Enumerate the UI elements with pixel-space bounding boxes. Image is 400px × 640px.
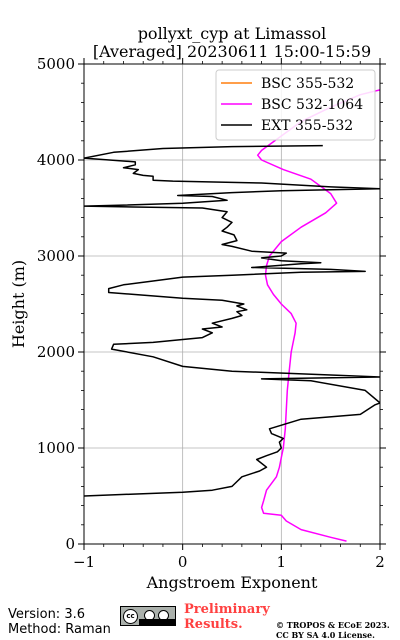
legend-label-ext-355-532: EXT 355-532 xyxy=(261,118,353,134)
license-credit: © TROPOS & ECoE 2023. CC BY SA 4.0 Licen… xyxy=(276,620,390,640)
credit-line-2: CC BY SA 4.0 License. xyxy=(276,630,375,640)
y-tick-label: 4000 xyxy=(37,151,75,169)
preliminary-results-note: Preliminary Results. xyxy=(184,602,270,632)
series-line-ext-355-532 xyxy=(84,144,380,497)
plot-frame xyxy=(83,63,381,545)
method-text: Method: Raman xyxy=(8,622,111,637)
x-tick-label: 2 xyxy=(375,553,385,571)
cc-circle-icon: cc xyxy=(123,609,138,624)
legend-label-bsc-532-1064: BSC 532-1064 xyxy=(261,97,363,113)
version-text: Version: 3.6 xyxy=(8,607,85,622)
grid-lines xyxy=(84,64,380,544)
y-tick-label: 5000 xyxy=(37,55,75,73)
y-axis-label: Height (m) xyxy=(9,260,28,348)
chart-title: pollyxt_cyp at Limassol xyxy=(138,24,327,43)
series-layer xyxy=(84,89,380,542)
y-tick-label: 1000 xyxy=(37,439,75,457)
badge-strip xyxy=(139,619,175,625)
legend-label-bsc-355-532: BSC 355-532 xyxy=(261,76,354,92)
cc-by-sa-badge-icon: cc xyxy=(120,606,176,626)
legend-box xyxy=(215,69,376,141)
legend: BSC 355-532 BSC 532-1064 EXT 355-532 xyxy=(215,69,376,141)
x-axis-label: Angstroem Exponent xyxy=(146,573,318,592)
y-tick-label: 2000 xyxy=(37,343,75,361)
series-line-bsc-532-1064 xyxy=(256,89,380,542)
chart-subtitle: [Averaged] 20230611 15:00-15:59 xyxy=(93,42,371,61)
y-tick-label: 3000 xyxy=(37,247,75,265)
credit-line-1: © TROPOS & ECoE 2023. xyxy=(276,620,390,630)
y-tick-label: 0 xyxy=(65,535,75,553)
preliminary-line-2: Results. xyxy=(184,617,243,632)
x-tick-label: 0 xyxy=(178,553,188,571)
preliminary-line-1: Preliminary xyxy=(184,602,270,617)
x-tick-label: 1 xyxy=(277,553,287,571)
x-tick-label: −1 xyxy=(73,553,95,571)
